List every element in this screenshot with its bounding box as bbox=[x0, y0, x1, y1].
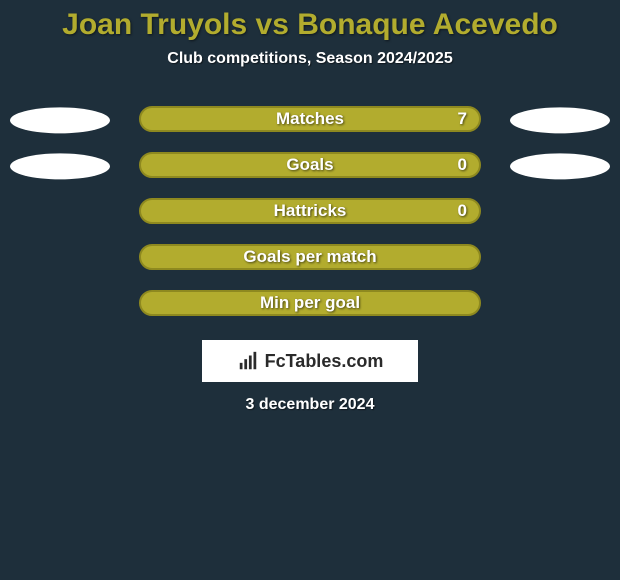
stat-row: Matches 7 bbox=[0, 100, 620, 146]
page-subtitle: Club competitions, Season 2024/2025 bbox=[0, 50, 620, 68]
player-left-marker bbox=[10, 153, 110, 179]
branding-text: FcTables.com bbox=[265, 351, 384, 372]
stat-label: Goals per match bbox=[243, 247, 376, 267]
comparison-infographic: Joan Truyols vs Bonaque Acevedo Club com… bbox=[0, 0, 620, 580]
stat-row: Min per goal bbox=[0, 284, 620, 330]
stat-bar: Min per goal bbox=[139, 290, 481, 316]
stat-row: Goals 0 bbox=[0, 146, 620, 192]
stat-label: Goals bbox=[286, 155, 333, 175]
stat-value: 7 bbox=[458, 109, 467, 129]
player-right-marker bbox=[510, 107, 610, 133]
chart-icon bbox=[237, 350, 259, 372]
stat-value: 0 bbox=[458, 155, 467, 175]
branding-badge: FcTables.com bbox=[202, 340, 418, 382]
stat-bar: Matches 7 bbox=[139, 106, 481, 132]
stat-row: Hattricks 0 bbox=[0, 192, 620, 238]
player-right-marker bbox=[510, 153, 610, 179]
stats-list: Matches 7 Goals 0 Hattricks 0 Goals per match M… bbox=[0, 100, 620, 330]
stat-bar: Goals per match bbox=[139, 244, 481, 270]
stat-label: Hattricks bbox=[274, 201, 347, 221]
page-title: Joan Truyols vs Bonaque Acevedo bbox=[0, 0, 620, 42]
player-left-marker bbox=[10, 107, 110, 133]
stat-value: 0 bbox=[458, 201, 467, 221]
stat-label: Matches bbox=[276, 109, 344, 129]
stat-row: Goals per match bbox=[0, 238, 620, 284]
stat-bar: Goals 0 bbox=[139, 152, 481, 178]
update-date: 3 december 2024 bbox=[0, 396, 620, 414]
stat-label: Min per goal bbox=[260, 293, 360, 313]
stat-bar: Hattricks 0 bbox=[139, 198, 481, 224]
